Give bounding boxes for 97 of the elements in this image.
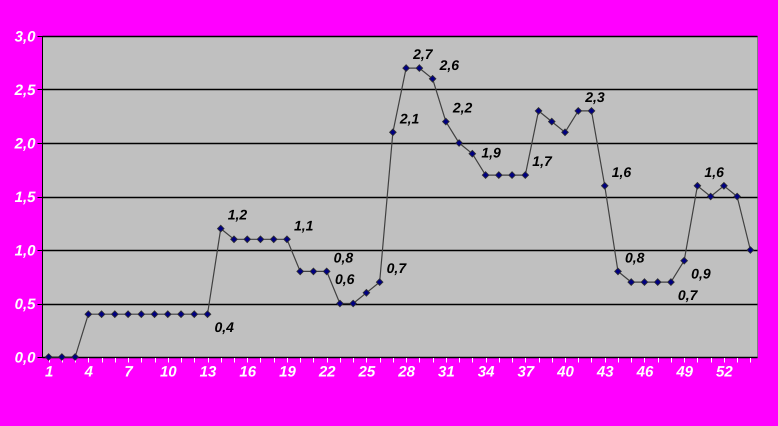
point bbox=[654, 278, 662, 286]
point bbox=[164, 310, 172, 318]
data-label: 2,1 bbox=[398, 110, 420, 126]
point bbox=[204, 310, 212, 318]
point bbox=[296, 268, 304, 276]
point bbox=[534, 107, 542, 115]
point bbox=[389, 128, 397, 136]
point bbox=[310, 268, 318, 276]
point bbox=[680, 256, 688, 264]
x-tick-label: 37 bbox=[517, 364, 535, 380]
point bbox=[349, 300, 357, 308]
point bbox=[640, 278, 648, 286]
x-tick-label: 16 bbox=[239, 364, 257, 380]
point bbox=[482, 171, 490, 179]
point bbox=[522, 171, 530, 179]
point bbox=[561, 128, 569, 136]
point bbox=[442, 118, 450, 126]
x-tick-label: 19 bbox=[279, 364, 296, 380]
data-label: 2,7 bbox=[412, 46, 434, 62]
point bbox=[428, 75, 436, 83]
point bbox=[336, 300, 344, 308]
data-label: 0,9 bbox=[691, 266, 711, 282]
point bbox=[600, 182, 608, 190]
x-tick-label: 4 bbox=[84, 364, 94, 380]
point bbox=[44, 353, 52, 361]
y-tick-label: 2,5 bbox=[14, 82, 36, 99]
point bbox=[468, 150, 476, 158]
y-tick-label: 3,0 bbox=[14, 28, 36, 46]
x-tick-label: 13 bbox=[200, 364, 218, 380]
point bbox=[98, 310, 106, 318]
point bbox=[177, 310, 185, 318]
x-tick-label: 10 bbox=[160, 364, 178, 380]
point bbox=[322, 268, 330, 276]
point bbox=[362, 289, 370, 297]
point bbox=[150, 310, 158, 318]
point bbox=[627, 278, 635, 286]
point bbox=[495, 171, 503, 179]
point bbox=[124, 310, 132, 318]
point bbox=[733, 192, 741, 200]
point bbox=[667, 278, 675, 286]
point bbox=[694, 182, 702, 190]
data-label: 0,4 bbox=[214, 319, 234, 336]
data-label: 1,2 bbox=[228, 206, 248, 223]
x-tick-label: 43 bbox=[596, 364, 614, 380]
x-tick-label: 52 bbox=[716, 364, 734, 380]
point bbox=[283, 236, 291, 244]
point bbox=[230, 236, 238, 244]
point bbox=[376, 278, 384, 286]
data-label: 1,9 bbox=[481, 144, 501, 161]
point bbox=[588, 107, 596, 115]
data-label: 2,3 bbox=[584, 88, 605, 105]
point bbox=[58, 353, 66, 361]
data-label: 1,1 bbox=[294, 217, 314, 234]
data-label: 0,8 bbox=[624, 249, 645, 266]
data-label: 2,2 bbox=[452, 100, 473, 116]
x-tick-label: 31 bbox=[438, 364, 455, 380]
point bbox=[256, 236, 264, 244]
data-label: 1,6 bbox=[704, 164, 724, 180]
x-tick-label: 25 bbox=[358, 364, 376, 380]
x-tick-label: 28 bbox=[397, 364, 416, 380]
x-tick-label: 7 bbox=[124, 364, 134, 380]
x-tick-label: 46 bbox=[636, 364, 654, 380]
point bbox=[243, 236, 251, 244]
data-label: 0,7 bbox=[678, 287, 699, 304]
x-tick-label: 49 bbox=[675, 364, 694, 380]
y-tick-label: 0,5 bbox=[14, 296, 36, 313]
x-tick-label: 34 bbox=[478, 364, 496, 380]
data-label: 0,8 bbox=[334, 249, 354, 266]
point bbox=[84, 310, 92, 318]
y-tick-label: 1,0 bbox=[14, 242, 36, 260]
y-tick-label: 2,0 bbox=[14, 136, 36, 152]
data-label: 1,6 bbox=[612, 164, 632, 180]
data-label: 0,6 bbox=[335, 270, 355, 287]
point bbox=[190, 310, 198, 318]
data-label: 1,7 bbox=[532, 153, 553, 170]
point bbox=[216, 224, 225, 232]
point bbox=[508, 171, 516, 179]
point bbox=[548, 118, 556, 126]
point bbox=[71, 353, 79, 361]
point bbox=[574, 107, 582, 115]
point bbox=[402, 64, 410, 72]
y-tick-label: 0,0 bbox=[14, 350, 36, 366]
point bbox=[270, 236, 278, 244]
data-label: 2,6 bbox=[438, 56, 460, 73]
point bbox=[706, 192, 714, 200]
x-tick-label: 40 bbox=[556, 364, 575, 380]
x-tick-label: 22 bbox=[318, 364, 336, 380]
y-tick-label: 1,5 bbox=[14, 189, 36, 206]
point bbox=[111, 310, 119, 318]
point bbox=[720, 182, 728, 190]
point bbox=[746, 246, 754, 254]
point bbox=[416, 64, 424, 72]
x-tick-label: 1 bbox=[44, 364, 54, 380]
point bbox=[455, 139, 463, 147]
data-label: 0,7 bbox=[386, 260, 408, 276]
point bbox=[138, 310, 146, 318]
point bbox=[614, 268, 622, 276]
